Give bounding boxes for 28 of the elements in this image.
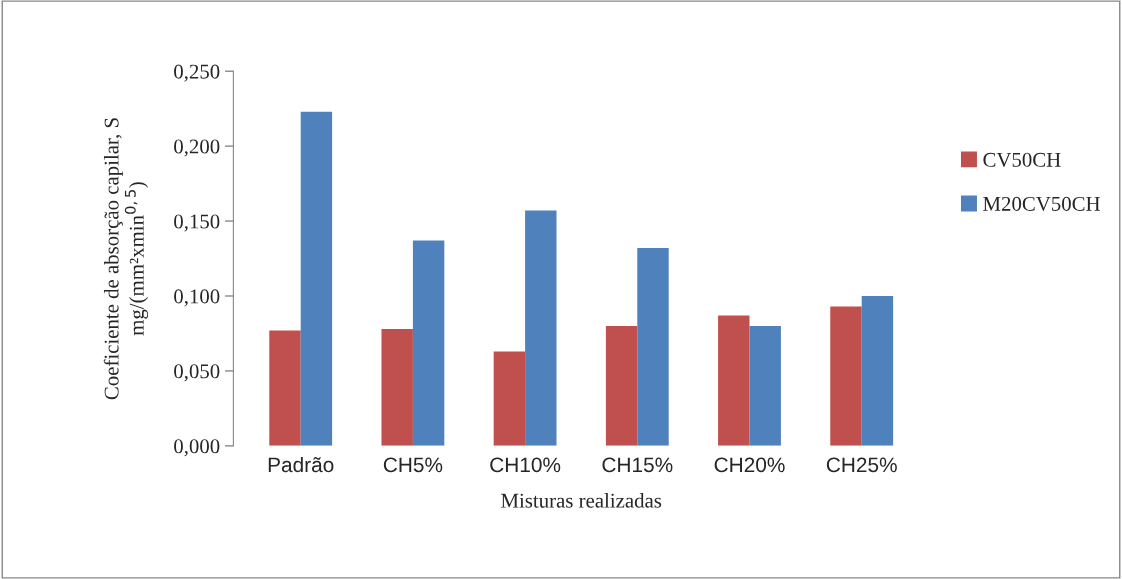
x-tick-label: CH15% [602,457,673,473]
x-tick-label: Padrão [268,456,334,473]
y-tick-label: 0,250 [174,64,220,82]
bar [605,325,638,446]
x-tick-label: CH25% [826,457,897,473]
legend-label: CV50CH [983,152,1061,167]
bar [412,240,445,446]
x-axis-title: Misturas realizadas [501,493,662,508]
bar [381,328,413,446]
x-tick-label: CH5% [383,457,443,473]
y-tick-label: 0,200 [174,139,220,157]
y-tick-label: 0,000 [174,439,220,457]
bar [830,306,862,446]
x-tick-label: CH20% [714,457,785,473]
bar [861,295,894,446]
y-tick-label: 0,100 [174,289,220,307]
legend-label: M20CV50CH [983,196,1100,211]
bar [637,248,669,446]
bar [718,315,750,446]
bar [525,210,557,446]
x-tick-label: CH10% [490,457,561,473]
bar [749,325,781,446]
y-tick-label: 0,150 [174,214,220,232]
bar [300,111,333,446]
bar [493,351,526,446]
y-tick-label: 0,050 [174,364,220,382]
y-axis-title: Coeficiente de absorção capilar, S mg/(mm²xmin$^{0,5}$) [103,118,149,400]
bar [269,330,301,446]
